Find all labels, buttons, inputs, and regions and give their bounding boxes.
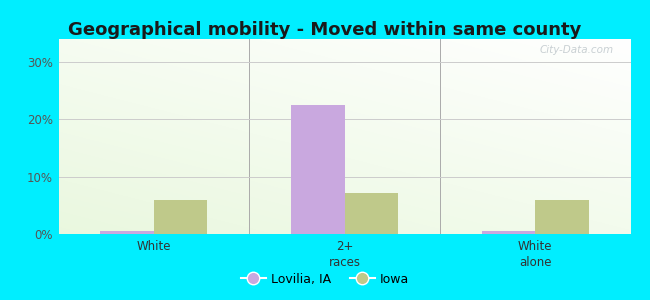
- Legend: Lovilia, IA, Iowa: Lovilia, IA, Iowa: [236, 268, 414, 291]
- Text: Geographical mobility - Moved within same county: Geographical mobility - Moved within sam…: [68, 21, 582, 39]
- Bar: [291, 105, 344, 234]
- Bar: [154, 200, 207, 234]
- Bar: [482, 231, 535, 234]
- Text: City-Data.com: City-Data.com: [540, 45, 614, 55]
- Bar: [344, 193, 398, 234]
- Bar: [535, 200, 588, 234]
- Bar: [101, 231, 154, 234]
